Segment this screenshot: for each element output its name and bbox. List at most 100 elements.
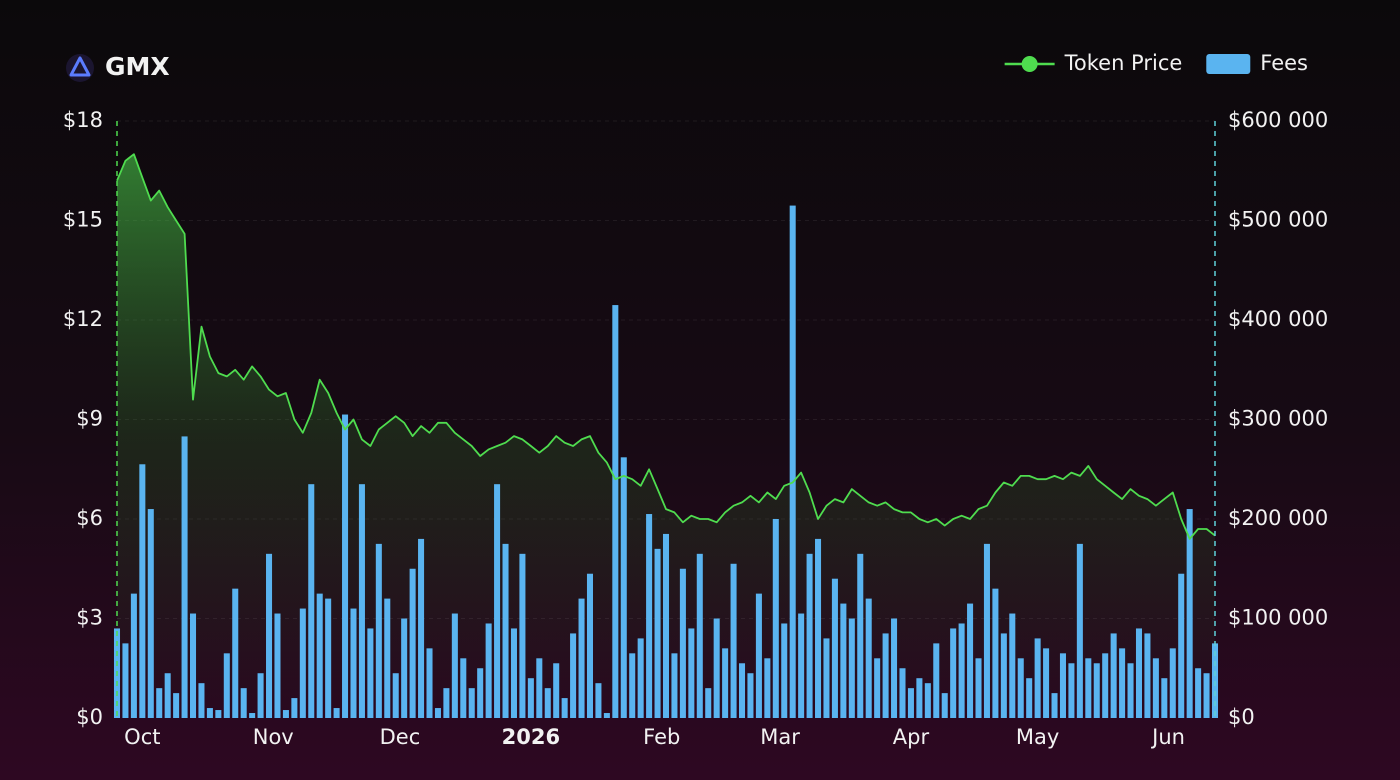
fee-bar bbox=[460, 658, 467, 718]
legend-swatch bbox=[1021, 56, 1038, 72]
fee-bar bbox=[1085, 658, 1092, 718]
fee-bar bbox=[451, 613, 458, 718]
fee-bar bbox=[181, 436, 188, 718]
fee-bar bbox=[772, 519, 779, 718]
fee-bar bbox=[494, 484, 501, 718]
fee-bar bbox=[823, 638, 830, 718]
fee-bar bbox=[443, 688, 450, 718]
fee-bar bbox=[629, 653, 636, 718]
fee-bar bbox=[950, 628, 957, 718]
fee-bar bbox=[418, 538, 425, 718]
fee-bar bbox=[502, 543, 509, 718]
fee-bar bbox=[654, 548, 661, 718]
fee-bar bbox=[992, 588, 999, 718]
fee-bar bbox=[282, 710, 289, 718]
fee-bar bbox=[738, 663, 746, 718]
fee-bar bbox=[553, 663, 560, 718]
y-tick-label: $0 bbox=[76, 705, 103, 729]
fee-bar bbox=[662, 533, 670, 718]
fee-bar bbox=[1135, 628, 1143, 718]
fee-bar bbox=[325, 598, 332, 718]
fee-bar bbox=[1195, 668, 1202, 718]
fee-bar bbox=[1161, 678, 1168, 718]
fee-bar bbox=[1186, 509, 1193, 718]
fee-bar bbox=[434, 708, 441, 718]
x-tick-label: Jun bbox=[1150, 725, 1185, 749]
fee-bar bbox=[730, 563, 737, 718]
fee-bar bbox=[477, 668, 484, 718]
y-tick-label: $18 bbox=[63, 108, 103, 132]
fee-bar bbox=[637, 638, 644, 718]
fee-bar bbox=[747, 673, 754, 718]
fee-bar bbox=[1034, 638, 1041, 718]
fee-bar bbox=[857, 553, 864, 718]
fee-bar bbox=[139, 464, 146, 718]
y-tick-label: $12 bbox=[63, 307, 103, 331]
fee-bar bbox=[983, 543, 990, 718]
fee-bar bbox=[257, 673, 264, 718]
fee-bar bbox=[1102, 653, 1109, 718]
fee-bar bbox=[536, 658, 543, 718]
fee-bar bbox=[781, 623, 788, 718]
fee-bar bbox=[1009, 613, 1016, 718]
fee-bar bbox=[865, 598, 872, 718]
fee-bar bbox=[223, 653, 230, 718]
fee-bar bbox=[249, 713, 256, 718]
fee-bar bbox=[941, 693, 948, 718]
fee-bar bbox=[266, 553, 273, 718]
fee-bar bbox=[806, 553, 813, 718]
fee-bar bbox=[755, 593, 762, 718]
y2-tick-label: $100 000 bbox=[1228, 606, 1328, 630]
fee-bar bbox=[696, 553, 703, 718]
fee-bar bbox=[891, 618, 898, 718]
y2-tick-label: $0 bbox=[1228, 705, 1255, 729]
fee-bar bbox=[215, 710, 222, 718]
y-tick-label: $3 bbox=[76, 606, 103, 630]
legend-label: Token Price bbox=[1064, 51, 1183, 75]
fee-bar bbox=[1026, 678, 1033, 718]
fee-bar bbox=[789, 205, 796, 718]
fee-bar bbox=[595, 683, 602, 718]
fee-bar bbox=[620, 457, 627, 718]
fee-bar bbox=[350, 608, 357, 718]
fee-bar bbox=[882, 633, 889, 718]
fee-bar bbox=[798, 613, 805, 718]
fee-bar bbox=[764, 658, 771, 718]
fee-bar bbox=[688, 628, 695, 718]
chart-title: GMX bbox=[105, 52, 170, 81]
fee-bar bbox=[975, 658, 982, 718]
y2-tick-label: $400 000 bbox=[1228, 307, 1328, 331]
fee-bar bbox=[874, 658, 881, 718]
fee-bar bbox=[967, 603, 974, 718]
fee-bar bbox=[232, 588, 239, 718]
fee-bar bbox=[485, 623, 492, 718]
fee-bar bbox=[916, 678, 923, 718]
fee-bar bbox=[1169, 648, 1176, 718]
x-tick-label: Nov bbox=[253, 725, 294, 749]
fee-bar bbox=[384, 598, 391, 718]
fee-bar bbox=[189, 613, 197, 718]
fee-bar bbox=[426, 648, 433, 718]
fee-bar bbox=[206, 708, 213, 718]
fee-bar bbox=[308, 484, 315, 718]
fee-bar bbox=[671, 653, 678, 718]
y-tick-label: $6 bbox=[76, 506, 103, 530]
fee-bar bbox=[156, 688, 163, 718]
fee-bar bbox=[899, 668, 906, 718]
x-tick-label: Mar bbox=[760, 725, 800, 749]
fee-bar bbox=[1068, 663, 1075, 718]
fee-bar bbox=[409, 568, 416, 718]
fee-bar bbox=[705, 688, 712, 718]
fee-bar bbox=[933, 643, 940, 718]
y2-tick-label: $600 000 bbox=[1228, 108, 1328, 132]
fee-bar bbox=[527, 678, 534, 718]
fee-bar bbox=[815, 538, 822, 718]
fee-bar bbox=[1017, 658, 1024, 718]
fee-bar bbox=[173, 693, 180, 718]
fee-bar bbox=[544, 688, 551, 718]
x-tick-label: 2026 bbox=[502, 725, 560, 749]
fee-bar bbox=[1076, 543, 1083, 718]
x-tick-label: Oct bbox=[124, 725, 160, 749]
fee-bar bbox=[240, 688, 247, 718]
fee-bar bbox=[392, 673, 399, 718]
